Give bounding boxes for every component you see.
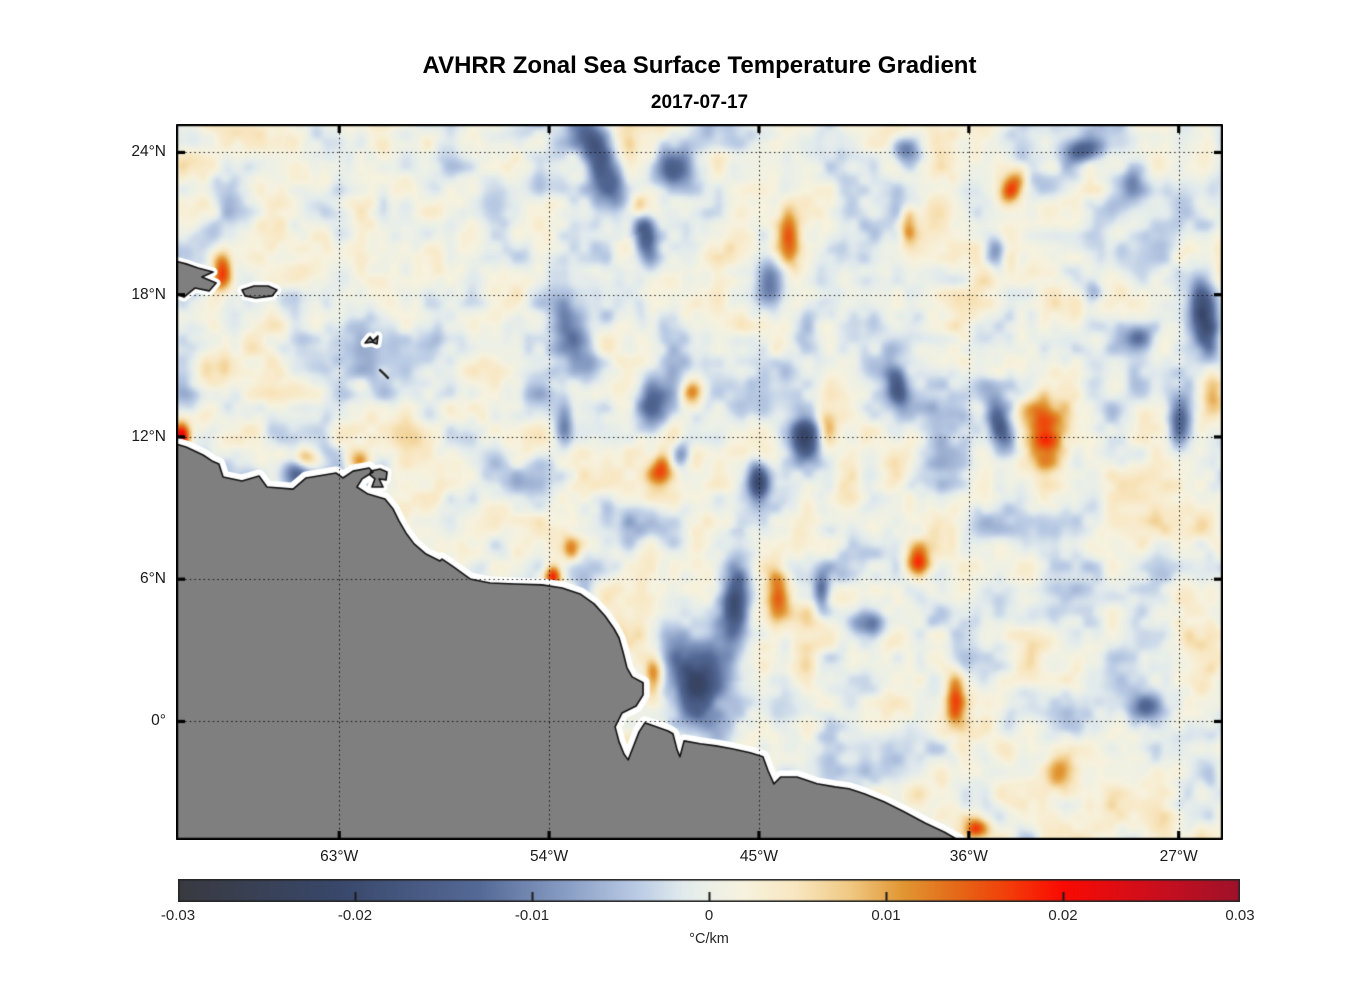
- y-tick-label-24: 24°N: [131, 143, 166, 161]
- map-canvas: [176, 124, 1223, 840]
- y-tick-label-12: 12°N: [131, 427, 166, 445]
- colorbar-canvas: [178, 879, 1240, 902]
- colorbar-tick-label-0.03: 0.03: [1225, 907, 1255, 924]
- colorbar-tick-label--0.02: -0.02: [337, 907, 373, 924]
- plot-title: AVHRR Zonal Sea Surface Temperature Grad…: [422, 52, 977, 79]
- x-tick-label-54: 54°W: [530, 848, 569, 865]
- x-tick-label-45: 45°W: [739, 848, 778, 865]
- x-tick-label-36: 36°W: [949, 848, 988, 865]
- colorbar-tick-label-0.02: 0.02: [1048, 907, 1078, 924]
- colorbar-tick-label-0.01: 0.01: [871, 907, 901, 924]
- colorbar-tick-label--0.01: -0.01: [514, 907, 550, 924]
- plot-subtitle: 2017-07-17: [650, 92, 749, 113]
- y-tick-label-18: 18°N: [131, 285, 166, 303]
- x-tick-label-63: 63°W: [320, 848, 359, 865]
- y-tick-label-0: 0°: [151, 712, 166, 730]
- colorbar-tick-label-0: 0: [704, 907, 714, 924]
- x-tick-label-27: 27°W: [1159, 848, 1198, 865]
- colorbar-tick-label--0.03: -0.03: [160, 907, 196, 924]
- colorbar-unit-label: °C/km: [689, 931, 729, 947]
- y-tick-label-6: 6°N: [139, 570, 166, 588]
